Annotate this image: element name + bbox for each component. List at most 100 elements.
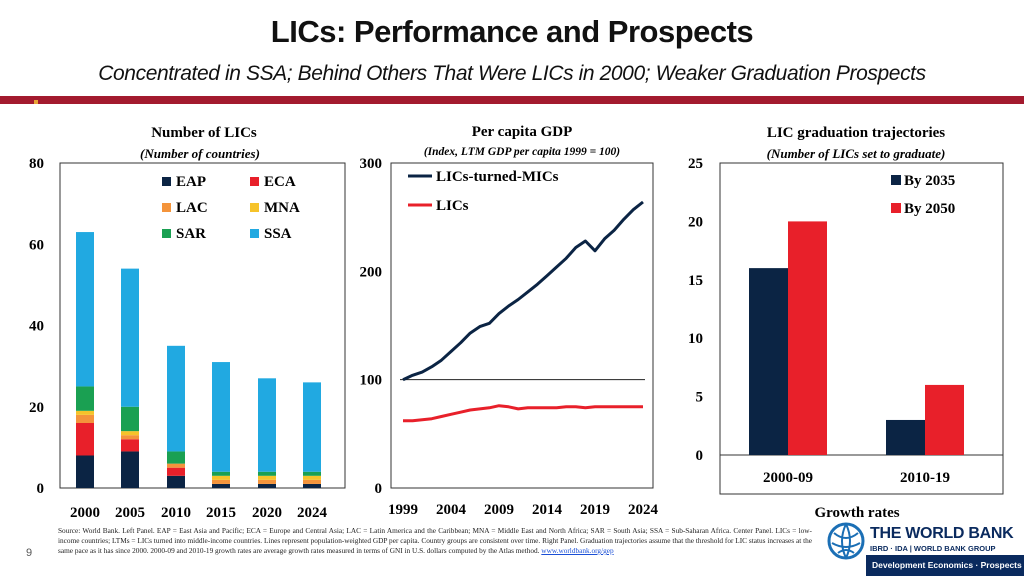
p1-bar-lac-2000 (76, 414, 94, 423)
p2-series-line-lics-turned-mics (402, 200, 644, 382)
world-bank-logo-text: THE WORLD BANK (870, 525, 1014, 542)
p1-legend-swatch-eca (250, 177, 259, 186)
p2-ytick-label: 200 (360, 264, 383, 280)
p1-bar-ssa-2024 (303, 382, 321, 472)
p3-legend-label-by-2035: By 2035 (904, 173, 955, 189)
p1-bar-mna-2020 (258, 475, 276, 480)
p1-bar-eap-2024 (303, 483, 321, 488)
p3-legend-swatch-by-2050 (891, 203, 901, 213)
p1-bar-ssa-2000 (76, 232, 94, 387)
p3-legend-swatch-by-2035 (891, 175, 901, 185)
p1-bar-sar-2015 (212, 471, 230, 476)
p1-legend-label-lac: LAC (176, 200, 208, 216)
p3-bar-by-2035-2010-19 (886, 419, 925, 455)
p2-xtick-label: 2019 (580, 502, 610, 518)
p1-legend-label-sar: SAR (176, 226, 206, 242)
p3-ytick-label: 20 (688, 214, 703, 230)
p3-plot-frame (719, 162, 1004, 495)
p1-bar-sar-2020 (258, 471, 276, 476)
p3-xtick-label: 2000-09 (763, 470, 813, 486)
p1-bar-ssa-2005 (121, 268, 139, 407)
p1-bar-lac-2005 (121, 435, 139, 440)
p3-ytick-label: 25 (688, 156, 703, 172)
p1-bar-ssa-2020 (258, 378, 276, 472)
logo-department-text: Development Economics · Prospects (872, 560, 1022, 570)
p1-bar-mna-2005 (121, 431, 139, 436)
p1-subtitle: (Number of countries) (140, 146, 260, 161)
p1-bar-sar-2024 (303, 471, 321, 476)
p3-subtitle: (Number of LICs set to graduate) (767, 146, 946, 161)
p1-ytick-label: 60 (29, 237, 44, 253)
source-footnote: Source: World Bank. Left Panel. EAP = Ea… (58, 526, 812, 556)
panel-number-of-lics: Number of LICs (Number of countries) 0 20… (29, 125, 346, 521)
p1-legend-swatch-sar (162, 229, 171, 238)
p1-plot-frame (59, 162, 346, 489)
p1-bar-eca-2000 (76, 423, 94, 456)
p2-xtick-label: 2024 (628, 502, 659, 518)
p2-legend-label-lics-turned-mics: LICs-turned-MICs (436, 169, 559, 185)
p3-ytick-label: 5 (696, 390, 704, 406)
p2-xtick-label: 1999 (388, 502, 418, 518)
p1-bar-eap-2015 (212, 483, 230, 488)
p1-ytick-label: 40 (29, 319, 44, 335)
p1-legend-label-eap: EAP (176, 174, 206, 190)
p2-xtick-label: 2004 (436, 502, 467, 518)
p1-bar-eap-2000 (76, 455, 94, 488)
divider-accent (34, 100, 38, 104)
p1-bar-eap-2020 (258, 483, 276, 488)
p1-bar-mna-2015 (212, 475, 230, 480)
p1-bar-lac-2020 (258, 479, 276, 484)
p1-bar-mna-2024 (303, 475, 321, 480)
page-number: 9 (26, 547, 33, 559)
p3-title: LIC graduation trajectories (767, 125, 945, 141)
p1-bar-eap-2010 (167, 475, 185, 488)
p2-series-line-lics (403, 404, 643, 423)
world-bank-globe-icon (827, 522, 865, 560)
p3-legend-label-by-2050: By 2050 (904, 201, 955, 217)
p1-bar-ssa-2010 (167, 345, 185, 452)
p1-xtick-label: 2020 (252, 505, 282, 521)
p1-legend-swatch-ssa (250, 229, 259, 238)
p1-bar-eca-2005 (121, 439, 139, 452)
p1-bar-sar-2010 (167, 451, 185, 464)
p1-xtick-label: 2000 (70, 505, 100, 521)
p3-bar-by-2035-2000-09 (749, 268, 788, 455)
page-title: LICs: Performance and Prospects (270, 14, 754, 49)
p1-bar-lac-2015 (212, 479, 230, 484)
p1-xtick-label: 2010 (161, 505, 191, 521)
p2-xtick-label: 2014 (532, 502, 563, 518)
p3-xtick-label: 2010-19 (900, 470, 950, 486)
p3-bar-by-2050-2010-19 (925, 384, 964, 455)
p1-xtick-label: 2015 (206, 505, 236, 521)
p1-ytick-label: 0 (37, 481, 45, 497)
p1-bar-sar-2000 (76, 386, 94, 411)
p2-subtitle: (Index, LTM GDP per capita 1999 = 100) (424, 146, 620, 158)
p3-ytick-label: 15 (688, 273, 703, 289)
panel-per-capita-gdp: Per capita GDP (Index, LTM GDP per capit… (360, 124, 659, 518)
p2-ytick-label: 0 (375, 481, 383, 497)
p2-plot-frame (390, 162, 654, 489)
p1-title: Number of LICs (151, 125, 257, 141)
p1-bar-eca-2010 (167, 467, 185, 476)
p1-xtick-label: 2024 (297, 505, 328, 521)
p3-bar-by-2050-2000-09 (788, 221, 827, 455)
p1-xtick-label: 2005 (115, 505, 145, 521)
source-link[interactable]: www.worldbank.org/gep (541, 546, 614, 555)
p1-legend-label-ssa: SSA (264, 226, 292, 242)
p1-legend-label-mna: MNA (264, 200, 300, 216)
p1-bar-mna-2000 (76, 410, 94, 415)
p1-bar-ssa-2015 (212, 362, 230, 472)
p1-bar-sar-2005 (121, 406, 139, 432)
p2-xtick-label: 2009 (484, 502, 514, 518)
p1-legend-swatch-mna (250, 203, 259, 212)
p1-ytick-label: 20 (29, 400, 44, 416)
p3-ytick-label: 0 (696, 448, 704, 464)
source-text: Source: World Bank. Left Panel. EAP = Ea… (58, 526, 812, 555)
p3-xlabel: Growth rates (814, 505, 899, 521)
page-subtitle: Concentrated in SSA; Behind Others That … (98, 62, 926, 85)
panel-graduation-trajectories: LIC graduation trajectories (Number of L… (688, 125, 1004, 521)
p1-legend-label-eca: ECA (264, 174, 296, 190)
p2-ytick-label: 300 (360, 156, 383, 172)
p1-bar-eap-2005 (121, 451, 139, 488)
